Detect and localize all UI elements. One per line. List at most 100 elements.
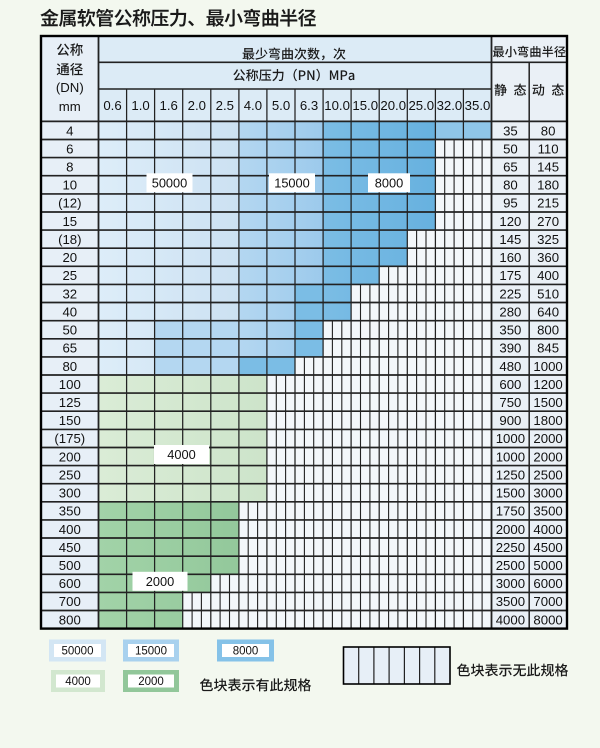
svg-text:800: 800: [59, 612, 81, 627]
svg-text:50: 50: [62, 323, 77, 338]
svg-text:(175): (175): [54, 431, 85, 446]
svg-text:6.3: 6.3: [300, 98, 318, 113]
svg-text:20.0: 20.0: [380, 98, 406, 113]
svg-text:4000: 4000: [533, 522, 562, 537]
svg-text:3500: 3500: [496, 594, 525, 609]
svg-text:450: 450: [59, 540, 81, 555]
svg-text:15000: 15000: [135, 646, 167, 658]
svg-text:2.5: 2.5: [216, 98, 234, 113]
svg-text:600: 600: [59, 576, 81, 591]
svg-text:2000: 2000: [138, 676, 164, 688]
svg-text:270: 270: [537, 214, 559, 229]
svg-text:50000: 50000: [62, 646, 94, 658]
svg-text:mm: mm: [59, 99, 81, 114]
svg-text:8000: 8000: [533, 612, 562, 627]
svg-text:80: 80: [541, 123, 556, 138]
svg-text:325: 325: [537, 232, 559, 247]
svg-text:95: 95: [503, 196, 518, 211]
svg-text:640: 640: [537, 304, 559, 319]
svg-text:20: 20: [62, 250, 77, 265]
svg-text:3000: 3000: [533, 486, 562, 501]
svg-text:110: 110: [538, 141, 559, 156]
svg-text:6: 6: [66, 141, 73, 156]
svg-text:700: 700: [59, 594, 81, 609]
svg-text:350: 350: [59, 504, 81, 519]
svg-text:200: 200: [59, 449, 81, 464]
svg-text:4: 4: [66, 123, 73, 138]
svg-text:1.6: 1.6: [160, 98, 178, 113]
svg-text:4000: 4000: [496, 612, 525, 627]
svg-text:50: 50: [503, 141, 518, 156]
svg-text:1500: 1500: [533, 395, 562, 410]
svg-text:1750: 1750: [496, 504, 525, 519]
svg-text:600: 600: [499, 377, 521, 392]
svg-text:900: 900: [499, 413, 521, 428]
svg-text:32.0: 32.0: [437, 98, 463, 113]
svg-text:845: 845: [537, 341, 559, 356]
svg-text:40: 40: [62, 304, 77, 319]
svg-text:50000: 50000: [152, 175, 188, 190]
svg-text:1500: 1500: [496, 486, 525, 501]
svg-text:1000: 1000: [496, 431, 525, 446]
svg-text:4000: 4000: [65, 676, 91, 688]
svg-text:1200: 1200: [533, 377, 562, 392]
svg-text:360: 360: [537, 250, 559, 265]
svg-text:480: 480: [499, 359, 521, 374]
svg-text:1800: 1800: [533, 413, 562, 428]
svg-text:8: 8: [66, 160, 73, 175]
svg-text:175: 175: [499, 268, 521, 283]
svg-text:225: 225: [499, 286, 521, 301]
svg-text:150: 150: [59, 413, 81, 428]
svg-text:3500: 3500: [533, 504, 562, 519]
svg-text:65: 65: [503, 160, 518, 175]
svg-text:4500: 4500: [533, 540, 562, 555]
svg-text:35.0: 35.0: [465, 98, 491, 113]
svg-text:25: 25: [62, 268, 77, 283]
svg-text:390: 390: [499, 341, 521, 356]
svg-text:100: 100: [59, 377, 81, 392]
svg-text:2000: 2000: [496, 522, 525, 537]
svg-text:400: 400: [537, 268, 559, 283]
svg-text:250: 250: [59, 467, 81, 482]
svg-text:5.0: 5.0: [272, 98, 290, 113]
svg-text:1.0: 1.0: [131, 98, 149, 113]
svg-text:6000: 6000: [533, 576, 562, 591]
svg-text:10: 10: [62, 178, 77, 193]
svg-text:5000: 5000: [533, 558, 562, 573]
svg-text:2500: 2500: [496, 558, 525, 573]
svg-text:125: 125: [59, 395, 81, 410]
svg-text:15: 15: [62, 214, 77, 229]
svg-text:180: 180: [537, 178, 559, 193]
svg-text:2000: 2000: [146, 574, 174, 589]
svg-text:2500: 2500: [533, 467, 562, 482]
svg-text:8000: 8000: [375, 175, 403, 190]
svg-text:800: 800: [537, 323, 559, 338]
svg-text:8000: 8000: [233, 646, 259, 658]
svg-text:15.0: 15.0: [352, 98, 378, 113]
svg-text:3000: 3000: [496, 576, 525, 591]
svg-text:510: 510: [537, 286, 559, 301]
svg-text:2000: 2000: [533, 449, 562, 464]
svg-text:80: 80: [503, 178, 518, 193]
svg-text:25.0: 25.0: [408, 98, 434, 113]
svg-text:0.6: 0.6: [103, 98, 121, 113]
svg-text:300: 300: [59, 486, 81, 501]
svg-text:160: 160: [499, 250, 521, 265]
svg-text:1000: 1000: [533, 359, 562, 374]
svg-text:500: 500: [59, 558, 81, 573]
svg-text:400: 400: [59, 522, 81, 537]
svg-text:7000: 7000: [533, 594, 562, 609]
svg-text:(18): (18): [58, 232, 81, 247]
svg-text:145: 145: [499, 232, 521, 247]
svg-text:(DN): (DN): [56, 80, 84, 95]
svg-text:80: 80: [62, 359, 77, 374]
svg-text:32: 32: [62, 286, 77, 301]
svg-text:2000: 2000: [533, 431, 562, 446]
svg-text:350: 350: [499, 323, 521, 338]
svg-text:10.0: 10.0: [324, 98, 350, 113]
svg-text:280: 280: [499, 304, 521, 319]
svg-text:120: 120: [499, 214, 521, 229]
svg-text:4000: 4000: [167, 447, 195, 462]
svg-text:1000: 1000: [496, 449, 525, 464]
svg-text:2250: 2250: [496, 540, 525, 555]
